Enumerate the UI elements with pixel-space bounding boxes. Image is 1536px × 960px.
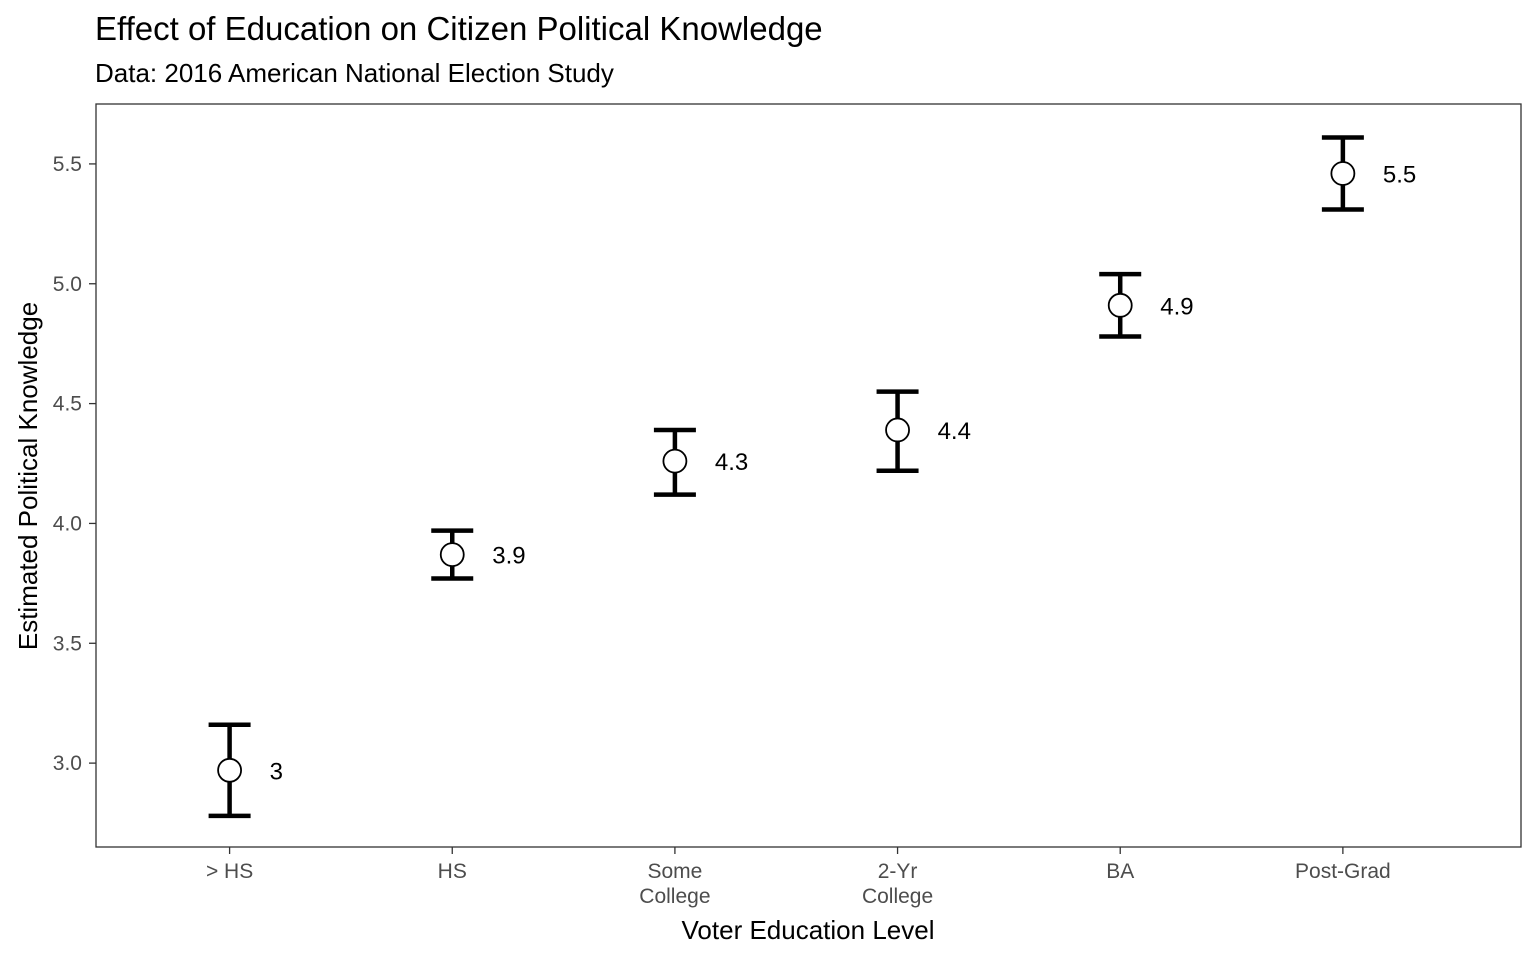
y-tick-label: 4.5 (53, 393, 82, 416)
y-tick-label: 4.0 (53, 512, 82, 535)
x-axis-title: Voter Education Level (682, 915, 935, 945)
y-axis-title: Estimated Political Knowledge (13, 302, 43, 650)
data-label: 4.3 (715, 449, 748, 476)
data-point (217, 757, 242, 783)
y-tick-label: 3.5 (53, 632, 82, 655)
data-point (662, 448, 688, 474)
y-tick-label: 3.0 (53, 752, 82, 775)
x-tick-label: > HS (206, 860, 253, 883)
data-point (439, 542, 465, 567)
data-point (1107, 292, 1133, 318)
x-axis: > HS HS Some College 2-Yr College BA Post-Grad (206, 847, 1391, 908)
data-label: 4.9 (1160, 293, 1193, 320)
data-point (1330, 161, 1356, 186)
y-tick-label: 5.5 (53, 153, 82, 176)
data-point (885, 417, 910, 443)
y-tick-label: 5.0 (53, 273, 82, 296)
chart-title: Effect of Education on Citizen Political… (95, 10, 823, 47)
x-tick-label: Some College (639, 860, 710, 908)
plot-panel (95, 103, 1522, 848)
data-label: 3.9 (492, 543, 525, 570)
chart-subtitle: Data: 2016 American National Election St… (95, 58, 614, 88)
data-label: 4.4 (938, 418, 971, 445)
x-tick-label: 2-Yr College (862, 860, 933, 908)
x-tick-label: Post-Grad (1295, 860, 1391, 883)
y-axis: 3.0 3.5 4.0 4.5 5.0 5.5 (53, 153, 96, 775)
x-tick-label: BA (1106, 860, 1134, 883)
data-label: 5.5 (1383, 162, 1416, 189)
data-label: 3 (270, 758, 283, 785)
x-tick-label: HS (438, 860, 467, 883)
chart-marks: 3 3.9 4.3 4.4 4.9 5.5 (208, 135, 1416, 819)
